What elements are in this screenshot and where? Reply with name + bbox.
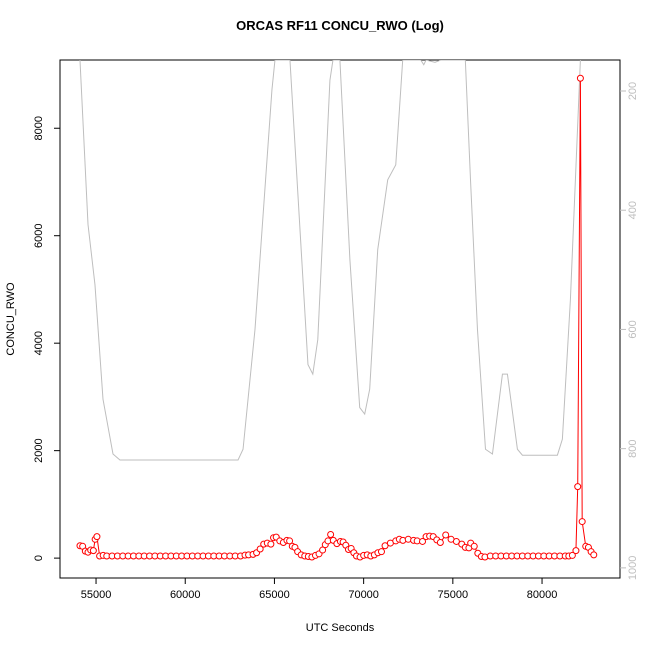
data-point <box>319 546 327 554</box>
data-point <box>442 531 450 539</box>
x-tick-label: 70000 <box>348 589 379 601</box>
y-axis-label: CONCU_RWO <box>5 282 17 356</box>
x-axis-label: UTC Seconds <box>306 622 375 634</box>
y2-tick-label: 600 <box>627 320 639 338</box>
y-tick-label: 2000 <box>33 438 45 462</box>
x-tick-label: 65000 <box>259 589 290 601</box>
data-point <box>578 518 586 526</box>
x-tick-label: 55000 <box>81 589 112 601</box>
data-point <box>572 547 580 555</box>
x-tick-label: 75000 <box>438 589 469 601</box>
chart-title: ORCAS RF11 CONCU_RWO (Log) <box>236 18 444 33</box>
data-point <box>419 537 427 545</box>
data-point <box>377 548 385 556</box>
data-point <box>590 551 598 559</box>
data-point <box>452 537 460 545</box>
data-point <box>327 530 335 538</box>
y2-tick-label: 1000 <box>627 556 639 580</box>
data-point <box>286 537 294 545</box>
data-point <box>93 533 101 541</box>
data-point <box>568 551 576 559</box>
y-tick-label: 0 <box>33 555 45 561</box>
y-tick-label: 6000 <box>33 223 45 247</box>
y2-tick-label: 200 <box>627 82 639 100</box>
x-tick-label: 80000 <box>527 589 558 601</box>
data-point <box>574 483 582 491</box>
y2-tick-label: 800 <box>627 439 639 457</box>
series-line <box>79 60 581 461</box>
data-point <box>576 74 584 82</box>
data-point <box>436 539 444 547</box>
y2-tick-label: 400 <box>627 201 639 219</box>
data-point <box>381 542 389 550</box>
data-point <box>267 540 275 548</box>
plot-area <box>76 60 598 561</box>
data-point <box>470 542 478 550</box>
y-tick-label: 4000 <box>33 331 45 355</box>
data-point <box>256 545 264 553</box>
y-tick-label: 8000 <box>33 116 45 140</box>
data-point <box>89 547 97 555</box>
x-tick-label: 60000 <box>170 589 201 601</box>
